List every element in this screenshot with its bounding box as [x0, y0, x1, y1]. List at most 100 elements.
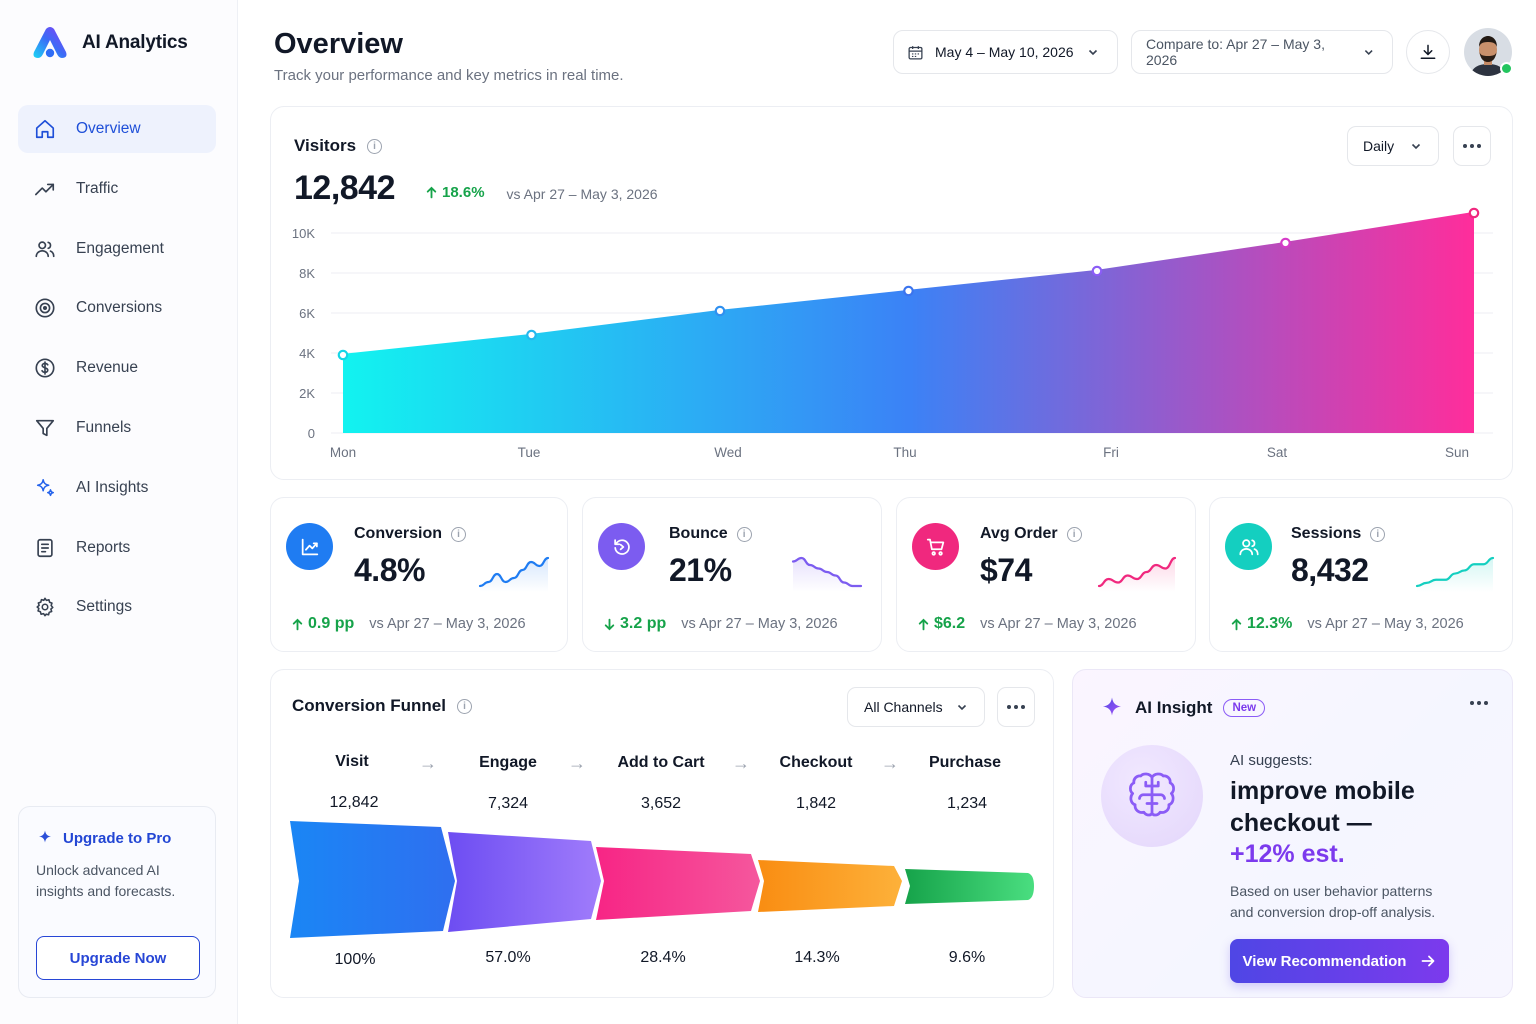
funnel-stage-value: 1,234	[946, 795, 988, 812]
info-icon[interactable]	[451, 526, 467, 542]
x-tick-label: Mon	[330, 445, 356, 460]
funnel-stage-value: 3,652	[640, 795, 682, 812]
ai-body: Based on user behavior patterns and conv…	[1230, 883, 1436, 920]
arrow-up-icon	[426, 186, 437, 199]
info-icon[interactable]	[456, 698, 472, 714]
funnel-segment-purchase[interactable]	[905, 869, 1034, 904]
sidebar-item-engagement[interactable]: Engagement	[18, 225, 216, 273]
online-status-dot	[1500, 62, 1513, 75]
chevron-down-icon	[1411, 143, 1421, 150]
kpi-label: Sessions	[1291, 525, 1386, 543]
kpi-sparkline	[478, 556, 550, 592]
period-dropdown[interactable]: Daily	[1347, 126, 1439, 166]
more-options-button[interactable]	[997, 687, 1035, 727]
sidebar: AI Analytics Overview Traffic Engagement…	[0, 0, 238, 1024]
kpi-card-avg-order[interactable]: Avg Order $74 $6.2 vs Apr 27 – May 3, 20…	[896, 497, 1196, 652]
kpi-value: 8,432	[1291, 552, 1369, 588]
upgrade-now-button[interactable]: Upgrade Now	[36, 936, 200, 980]
kpi-icon-bg	[286, 523, 333, 570]
info-icon[interactable]	[1370, 526, 1386, 542]
brain-icon	[1129, 772, 1175, 817]
funnel-segment-add-to-cart[interactable]	[596, 847, 760, 920]
period-label: Daily	[1363, 138, 1395, 154]
sparkline-line	[1097, 556, 1177, 588]
funnel-stage-label: Purchase	[928, 754, 1002, 771]
visitors-value: 12,842	[294, 169, 396, 207]
x-tick-label: Tue	[518, 445, 541, 460]
upgrade-description: Unlock advanced AI insights and forecast…	[36, 862, 176, 899]
funnel-segment-engage[interactable]	[448, 832, 601, 932]
kpi-card-conversion[interactable]: Conversion 4.8% 0.9 pp vs Apr 27 – May 3…	[270, 497, 568, 652]
kpi-label: Bounce	[669, 525, 752, 543]
x-tick-label: Wed	[714, 445, 742, 460]
sidebar-item-reports[interactable]: Reports	[18, 524, 216, 572]
funnel-stage-label: Visit	[335, 753, 369, 770]
funnel-stage-percent: 28.4%	[640, 949, 686, 966]
data-point[interactable]	[526, 329, 537, 341]
y-tick-label: 10K	[292, 226, 315, 241]
sidebar-item-label: Traffic	[76, 179, 119, 197]
app-name: AI Analytics	[82, 32, 188, 53]
visitors-title: Visitors	[294, 136, 357, 155]
sidebar-item-revenue[interactable]: Revenue	[18, 344, 216, 392]
funnel-chart	[290, 821, 1034, 938]
users-icon	[1238, 538, 1259, 555]
channel-dropdown[interactable]: All Channels	[847, 687, 985, 727]
info-icon[interactable]	[367, 138, 383, 154]
users-icon	[35, 240, 55, 257]
funnel-segment-checkout[interactable]	[758, 860, 902, 912]
funnel-stage-value: 1,842	[795, 795, 837, 812]
arrow-down-icon	[604, 618, 615, 630]
sidebar-item-settings[interactable]: Settings	[18, 583, 216, 631]
kpi-footer: 3.2 pp vs Apr 27 – May 3, 2026	[603, 615, 838, 633]
arrow-right-icon: →	[419, 753, 437, 773]
sidebar-item-ai-insights[interactable]: AI Insights	[18, 464, 216, 512]
sparkline-area	[1099, 558, 1175, 592]
brand[interactable]: AI Analytics	[32, 26, 188, 60]
data-point[interactable]	[1091, 265, 1103, 277]
kpi-icon-bg	[1225, 523, 1272, 570]
kpi-value: 4.8%	[354, 552, 425, 588]
kpi-label: Conversion	[354, 525, 467, 543]
sparkline-line	[478, 556, 550, 588]
sidebar-nav: Overview Traffic Engagement Conversions …	[18, 105, 216, 643]
data-point[interactable]	[337, 349, 349, 361]
kpi-card-bounce[interactable]: Bounce 21% 3.2 pp vs Apr 27 – May 3, 202…	[582, 497, 882, 652]
chevron-down-icon	[1088, 49, 1098, 56]
page-title: Overview	[274, 28, 403, 60]
page-subtitle: Track your performance and key metrics i…	[274, 67, 624, 84]
arrow-up-icon	[918, 618, 929, 630]
funnel-stage-label: Engage	[479, 754, 537, 771]
info-icon[interactable]	[1066, 526, 1082, 542]
info-icon[interactable]	[736, 526, 752, 542]
x-tick-label: Sun	[1445, 445, 1469, 460]
more-options-button[interactable]	[1470, 701, 1488, 705]
download-button[interactable]	[1406, 30, 1450, 74]
gear-icon	[36, 597, 54, 617]
date-range-picker[interactable]: May 4 – May 10, 2026	[893, 30, 1118, 74]
upgrade-title: Upgrade to Pro	[36, 829, 199, 847]
view-recommendation-button[interactable]: View Recommendation	[1230, 939, 1449, 983]
sidebar-item-overview[interactable]: Overview	[18, 105, 216, 153]
data-point[interactable]	[1280, 237, 1291, 249]
data-point[interactable]	[1468, 207, 1480, 219]
calendar-icon	[908, 45, 923, 60]
compare-range-picker[interactable]: Compare to: Apr 27 – May 3, 2026	[1131, 30, 1393, 74]
sidebar-item-label: AI Insights	[76, 478, 149, 496]
funnel-segment-visit[interactable]	[290, 821, 455, 938]
avatar[interactable]	[1464, 28, 1512, 76]
sidebar-item-funnels[interactable]: Funnels	[18, 404, 216, 452]
data-point[interactable]	[714, 305, 726, 317]
funnel-stage-value: 12,842	[329, 794, 379, 811]
kpi-sparkline	[1415, 556, 1495, 592]
more-options-button[interactable]	[1453, 126, 1491, 166]
sidebar-item-conversions[interactable]: Conversions	[18, 284, 216, 332]
chevron-down-icon	[957, 704, 967, 711]
kpi-card-sessions[interactable]: Sessions 8,432 12.3% vs Apr 27 – May 3, …	[1209, 497, 1513, 652]
sparkline-line	[1415, 556, 1495, 588]
download-icon	[1420, 44, 1436, 59]
more-horizontal-icon	[1470, 701, 1488, 705]
data-point[interactable]	[903, 285, 914, 297]
sidebar-item-traffic[interactable]: Traffic	[18, 165, 216, 213]
funnel-title: Conversion Funnel	[292, 696, 446, 715]
